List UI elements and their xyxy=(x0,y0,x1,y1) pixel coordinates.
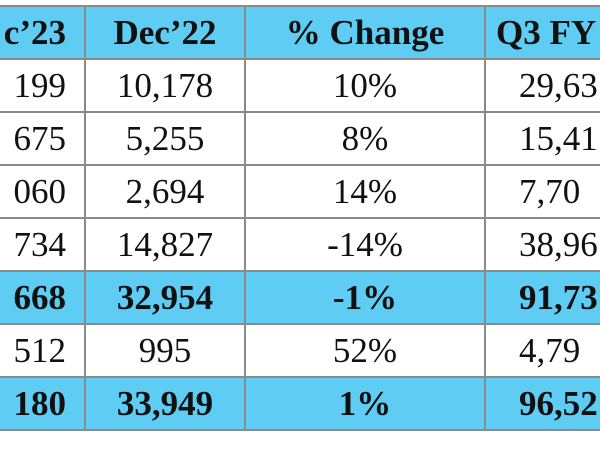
table-row: 734 14,827 -14% 38,96 xyxy=(0,217,600,272)
header-cell: Q3 FY xyxy=(484,5,600,60)
table-cell: 91,73 xyxy=(484,270,600,325)
table-row: 668 32,954 -1% 91,73 xyxy=(0,270,600,325)
table-cell: 1% xyxy=(244,376,486,431)
table-cell: 199 xyxy=(0,58,86,113)
table-cell: 060 xyxy=(0,164,86,219)
header-row: c’23 Dec’22% Change Q3 FY xyxy=(0,5,600,60)
table-cell: 4,79 xyxy=(484,323,600,378)
table-row: 180 33,949 1% 96,52 xyxy=(0,376,600,431)
table-cell: -14% xyxy=(244,217,486,272)
table-cell: 180 xyxy=(0,376,86,431)
header-cell: % Change xyxy=(244,5,486,60)
table-cell: 32,954 xyxy=(84,270,246,325)
table-row: 199 10,178 10% 29,63 xyxy=(0,58,600,113)
table-cell: 14% xyxy=(244,164,486,219)
table-row: 060 2,694 14% 7,70 xyxy=(0,164,600,219)
table-cell: 5,255 xyxy=(84,111,246,166)
table-cell: 512 xyxy=(0,323,86,378)
header-cell: Dec’22 xyxy=(84,5,246,60)
table-cell: 2,694 xyxy=(84,164,246,219)
table-cell: 10% xyxy=(244,58,486,113)
table-cell: 8% xyxy=(244,111,486,166)
table-row: 512 995 52% 4,79 xyxy=(0,323,600,378)
table-cell: 995 xyxy=(84,323,246,378)
table-cell: 675 xyxy=(0,111,86,166)
table-cell: 668 xyxy=(0,270,86,325)
table-cell: 15,41 xyxy=(484,111,600,166)
data-table: c’23 Dec’22% Change Q3 FY 199 10,178 10% 29,63… xyxy=(0,5,600,431)
table-body: c’23 Dec’22% Change Q3 FY 199 10,178 10% 29,63… xyxy=(0,5,600,431)
table-cell: 96,52 xyxy=(484,376,600,431)
table-cell: 734 xyxy=(0,217,86,272)
header-cell: c’23 xyxy=(0,5,86,60)
table-cell: 10,178 xyxy=(84,58,246,113)
table-cell: 7,70 xyxy=(484,164,600,219)
table-cell: 14,827 xyxy=(84,217,246,272)
table-cell: 33,949 xyxy=(84,376,246,431)
table-cell: 38,96 xyxy=(484,217,600,272)
table-cell: -1% xyxy=(244,270,486,325)
table-row: 675 5,255 8% 15,41 xyxy=(0,111,600,166)
table-cell: 52% xyxy=(244,323,486,378)
table-cell: 29,63 xyxy=(484,58,600,113)
